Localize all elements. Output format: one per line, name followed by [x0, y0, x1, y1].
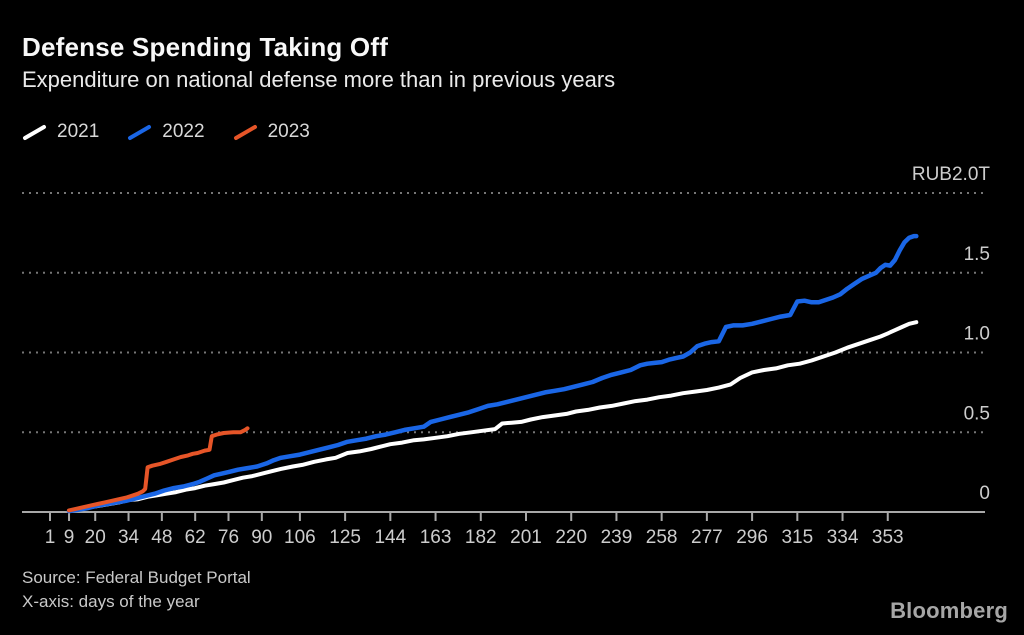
x-tick-label-20: 20 — [85, 527, 106, 548]
y-tick-label-0: 0 — [979, 483, 990, 504]
x-tick-label-353: 353 — [872, 527, 904, 548]
x-tick-label-106: 106 — [284, 527, 316, 548]
x-tick-label-62: 62 — [185, 527, 206, 548]
legend-line-2022-icon — [128, 124, 152, 140]
y-tick-label-1.0: 1.0 — [964, 324, 990, 345]
x-tick-label-201: 201 — [510, 527, 542, 548]
x-tick-label-220: 220 — [555, 527, 587, 548]
chart-subtitle: Expenditure on national defense more tha… — [22, 67, 616, 92]
x-tick-label-48: 48 — [151, 527, 172, 548]
x-tick-label-315: 315 — [781, 527, 813, 548]
x-tick-label-258: 258 — [646, 527, 678, 548]
legend-label-2021: 2021 — [57, 121, 100, 142]
legend-item-2023: 2023 — [233, 121, 310, 143]
legend-item-2021: 2021 — [22, 121, 99, 143]
x-tick-label-1: 1 — [45, 527, 56, 548]
x-tick-label-144: 144 — [374, 527, 406, 548]
x-tick-label-296: 296 — [736, 527, 768, 548]
legend-label-2023: 2023 — [267, 121, 310, 142]
chart-title: Defense Spending Taking Off — [22, 32, 389, 62]
legend-item-2022: 2022 — [127, 121, 205, 143]
x-tick-label-34: 34 — [118, 527, 140, 548]
x-tick-label-76: 76 — [218, 527, 239, 548]
y-tick-label-1.5: 1.5 — [964, 244, 990, 265]
x-tick-label-182: 182 — [465, 527, 497, 548]
x-tick-label-239: 239 — [601, 527, 633, 548]
x-tick-label-9: 9 — [64, 527, 75, 548]
x-tick-label-90: 90 — [251, 527, 272, 548]
x-tick-label-277: 277 — [691, 527, 723, 548]
legend-line-2021-icon — [23, 124, 46, 140]
footer-notes: Source: Federal Budget Portal X-axis: da… — [22, 566, 251, 614]
legend: 2021 2022 2023 — [22, 121, 310, 143]
series-line-2023 — [67, 426, 250, 513]
x-tick-label-163: 163 — [420, 527, 452, 548]
series-line-2021 — [67, 320, 919, 514]
x-tick-label-125: 125 — [329, 527, 361, 548]
legend-label-2022: 2022 — [162, 121, 205, 142]
series-line-2022 — [66, 233, 919, 514]
bloomberg-logo: Bloomberg — [890, 598, 1008, 623]
source-note: Source: Federal Budget Portal — [22, 568, 251, 587]
y-tick-label-RUB2.0T: RUB2.0T — [912, 164, 991, 185]
y-tick-label-0.5: 0.5 — [964, 403, 990, 424]
x-tick-label-334: 334 — [827, 527, 859, 548]
legend-line-2023-icon — [233, 124, 257, 140]
xaxis-note: X-axis: days of the year — [22, 592, 200, 611]
